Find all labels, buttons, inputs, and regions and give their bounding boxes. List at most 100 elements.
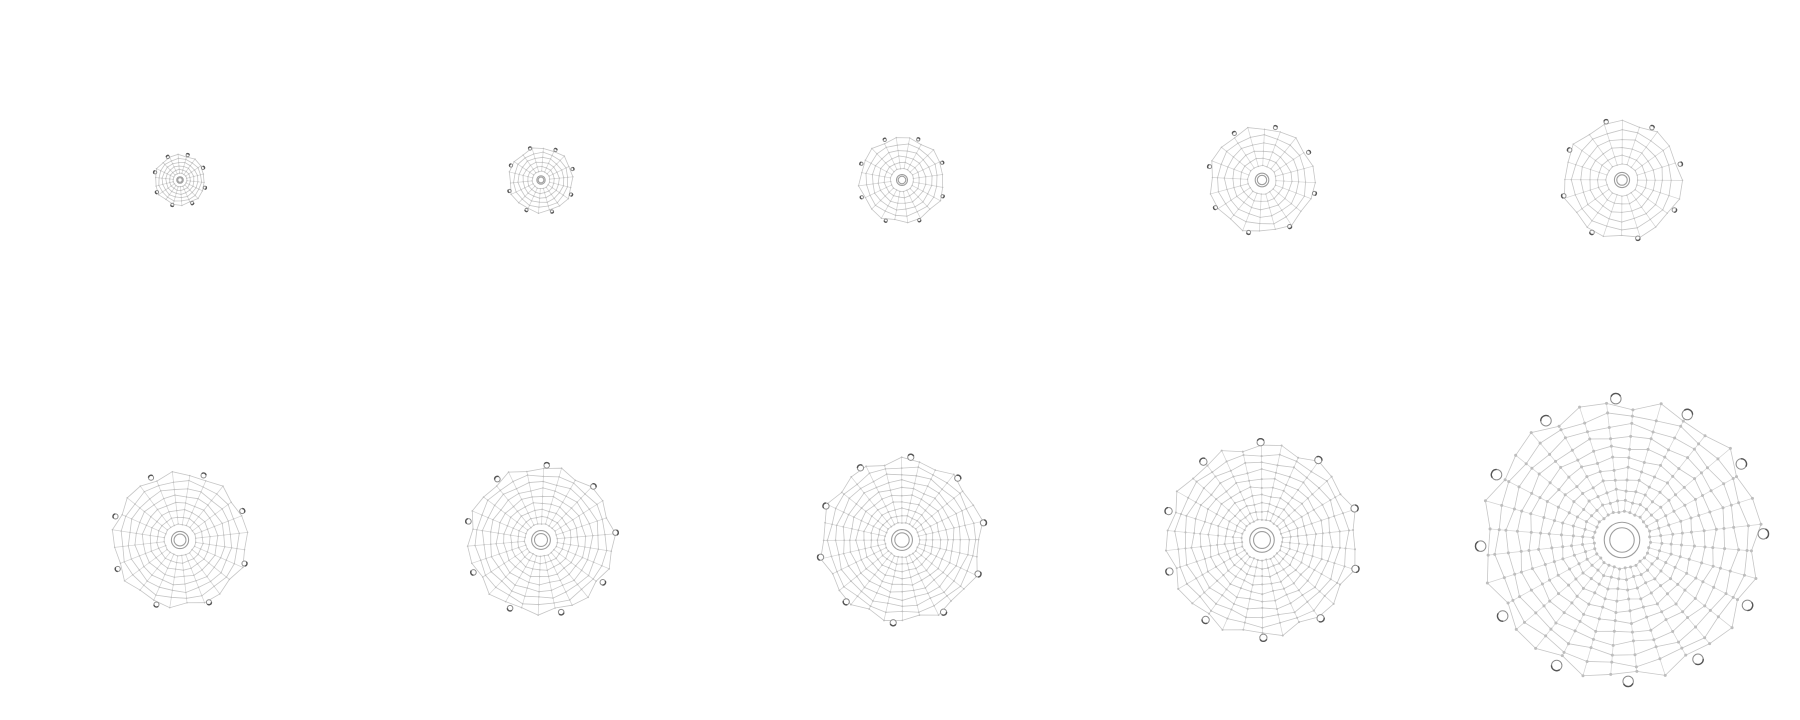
web-node xyxy=(1279,549,1282,552)
web-node xyxy=(597,534,599,537)
web-node xyxy=(1203,520,1206,523)
web-node xyxy=(1215,602,1218,605)
web-node xyxy=(225,559,228,561)
web-node xyxy=(575,527,578,529)
web-node xyxy=(1502,576,1506,580)
web-node xyxy=(1258,230,1261,232)
web-node xyxy=(1601,479,1605,483)
web-node xyxy=(191,162,193,164)
web-node xyxy=(173,553,175,555)
web-bead xyxy=(202,185,208,190)
web-node xyxy=(472,528,474,530)
web-node xyxy=(1241,450,1244,453)
web-node xyxy=(553,177,555,180)
web-node xyxy=(541,165,543,168)
web-node xyxy=(521,571,524,573)
web-node xyxy=(1663,455,1667,459)
web-node xyxy=(884,505,887,508)
web-node xyxy=(1745,548,1749,552)
web-node xyxy=(1260,518,1263,521)
web-node xyxy=(526,529,529,531)
web-node xyxy=(508,559,510,562)
web-node xyxy=(1659,569,1663,573)
web-node xyxy=(894,509,896,511)
web-node xyxy=(568,599,571,601)
web-node xyxy=(926,205,928,207)
web-node xyxy=(916,546,919,549)
web-node xyxy=(164,163,166,166)
web-node xyxy=(955,512,958,515)
web-node xyxy=(160,490,162,492)
web-node xyxy=(884,542,887,545)
web-spoke xyxy=(881,190,897,219)
web-node xyxy=(527,180,529,183)
web-node xyxy=(1274,144,1277,146)
web-node xyxy=(1583,550,1588,554)
web-node xyxy=(1276,138,1279,141)
web-node xyxy=(1635,586,1639,590)
web-node xyxy=(1217,524,1220,528)
web-node xyxy=(184,161,186,164)
web-node xyxy=(537,171,540,173)
web-node xyxy=(873,552,875,555)
web-node xyxy=(917,572,920,575)
web-spoke xyxy=(905,462,920,524)
web-node xyxy=(553,548,555,551)
web-spoke xyxy=(1167,530,1242,539)
web-node xyxy=(1261,631,1264,634)
web-node xyxy=(180,200,183,202)
web-node xyxy=(222,485,224,487)
web-node xyxy=(1587,602,1591,606)
web-node xyxy=(1606,513,1610,517)
web-node xyxy=(549,158,552,160)
web-node xyxy=(911,184,913,187)
web-node xyxy=(532,553,534,555)
web-node xyxy=(894,214,897,217)
web-node xyxy=(551,154,553,157)
web-node xyxy=(1679,519,1683,523)
web-node xyxy=(1232,156,1235,158)
web-node xyxy=(1245,573,1249,576)
web-node xyxy=(185,553,187,556)
web-spoke xyxy=(1265,445,1282,521)
web-node xyxy=(527,512,529,514)
web-node xyxy=(901,619,904,622)
web-node xyxy=(1686,456,1690,460)
web-node xyxy=(1216,543,1219,546)
web-node xyxy=(834,539,837,542)
web-node xyxy=(1272,522,1275,525)
web-node xyxy=(1567,475,1571,479)
web-node xyxy=(185,192,187,194)
web-node xyxy=(911,174,914,176)
web-node xyxy=(494,586,497,589)
web-node xyxy=(890,516,892,519)
web-node xyxy=(536,166,539,168)
web-node xyxy=(1665,592,1669,596)
web-node xyxy=(1179,565,1182,569)
web-node xyxy=(1203,591,1206,594)
web-bead xyxy=(205,599,213,606)
web-node xyxy=(1647,160,1649,162)
web-node xyxy=(170,160,173,162)
web-node xyxy=(952,473,955,476)
web-node xyxy=(1260,193,1262,195)
web-node xyxy=(1663,673,1667,677)
web-bead xyxy=(1164,506,1173,516)
web-node xyxy=(870,515,873,517)
web-node xyxy=(950,600,952,602)
web-node xyxy=(883,176,886,178)
web-spoke xyxy=(1221,450,1254,522)
web-node xyxy=(229,533,232,536)
web-spoke xyxy=(546,155,565,174)
web-node xyxy=(873,573,876,576)
web-node xyxy=(165,521,168,523)
web-node xyxy=(534,185,536,187)
web-node xyxy=(216,493,218,495)
web-node xyxy=(929,574,931,576)
web-node xyxy=(1233,501,1236,505)
web-node xyxy=(1285,484,1288,487)
web-node xyxy=(1275,505,1278,508)
web-node xyxy=(1216,579,1219,582)
web-node xyxy=(1248,555,1251,558)
web-node xyxy=(1220,449,1223,452)
